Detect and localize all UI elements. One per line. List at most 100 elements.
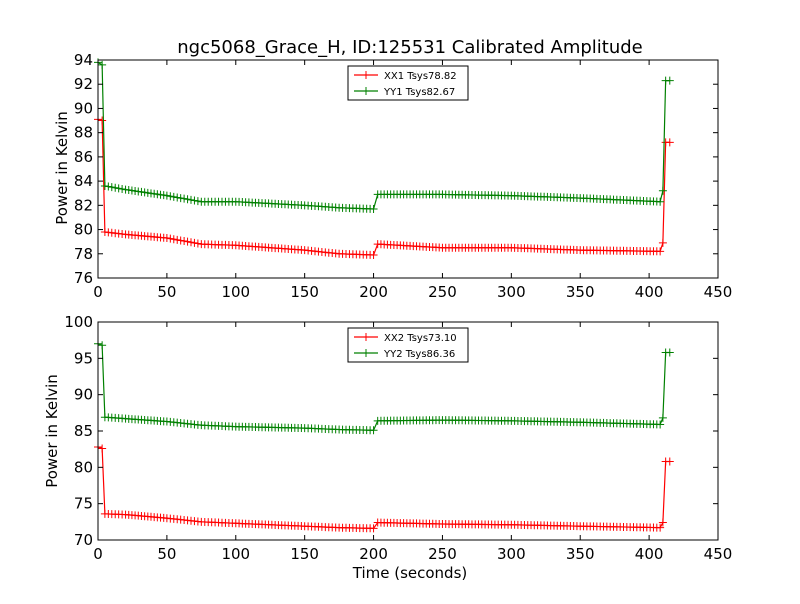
top-y-axis-label: Power in Kelvin [53, 111, 71, 225]
x-tick-label: 250 [428, 283, 457, 301]
series-line [97, 118, 670, 256]
series-point [176, 194, 185, 203]
series-point [166, 192, 175, 201]
series-point [114, 184, 123, 193]
series-point [656, 523, 665, 532]
x-tick-label: 350 [566, 283, 595, 301]
bottom-plot-area: 0 50 100 150 200 250 300 350 400 450 70 75 80 85 90 95 1… [64, 313, 732, 563]
y-tick-label: 88 [74, 124, 93, 142]
top-plot-area: 0 50 100 150 200 250 300 350 400 450 76 78 80 82 84 86 8… [74, 51, 732, 301]
series-point [187, 238, 195, 247]
series-point [369, 524, 378, 533]
x-tick-label: 300 [497, 545, 526, 563]
series-point [656, 420, 665, 429]
series-point [665, 457, 674, 466]
series-point [369, 204, 378, 213]
legend-label: XX2 Tsys73.10 [384, 333, 457, 344]
series-point [193, 197, 202, 206]
series-point [173, 193, 182, 202]
series-point [180, 194, 189, 203]
legend-label: YY1 Tsys82.67 [383, 87, 455, 98]
series-2 [94, 339, 674, 435]
y-tick-label: 100 [64, 313, 93, 331]
legend-box [347, 65, 469, 101]
y-tick-label: 82 [74, 196, 93, 214]
x-tick-label: 100 [221, 545, 250, 563]
series-point [98, 60, 107, 69]
x-tick-label: 300 [497, 283, 526, 301]
y-tick-label: 80 [74, 458, 93, 476]
y-tick-label: 92 [74, 75, 93, 93]
y-tick-label: 84 [74, 172, 93, 190]
x-tick-label: 350 [566, 545, 595, 563]
series-point [665, 348, 674, 357]
y-tick-label: 78 [74, 245, 93, 263]
x-tick-label: 150 [290, 283, 319, 301]
series-1 [94, 442, 674, 533]
series-point [656, 247, 665, 256]
legend-label: XX1 Tsys78.82 [384, 71, 457, 82]
series-point [111, 183, 120, 192]
series-point [162, 191, 171, 200]
x-tick-label: 50 [157, 545, 176, 563]
x-tick-label: 450 [704, 283, 733, 301]
chart-title: ngc5068_Grace_H, ID:125531 Calibrated Am… [177, 37, 643, 58]
series-point [193, 239, 202, 248]
series-point [166, 234, 175, 243]
y-tick-label: 95 [74, 349, 93, 367]
legend-box [347, 327, 469, 363]
y-tick-label: 94 [74, 51, 93, 69]
series-point [104, 182, 113, 191]
x-tick-label: 50 [157, 283, 176, 301]
y-tick-label: 85 [74, 422, 93, 440]
y-tick-label: 90 [74, 99, 93, 117]
series-point [183, 237, 192, 246]
legend: XX1 Tsys78.82 YY1 Tsys82.67 [347, 65, 469, 101]
x-tick-label: 450 [704, 545, 733, 563]
x-tick-label: 200 [359, 545, 388, 563]
series-point [169, 235, 178, 244]
legend-marker [362, 87, 370, 95]
series-point [98, 341, 107, 350]
legend: XX2 Tsys73.10 YY2 Tsys86.36 [347, 327, 469, 363]
legend-marker [362, 333, 370, 341]
y-tick-label: 70 [74, 531, 93, 549]
series-point [169, 192, 178, 201]
y-tick-label: 86 [74, 148, 93, 166]
y-tick-label: 90 [74, 386, 93, 404]
series-point [190, 196, 199, 205]
series-point [656, 197, 665, 206]
x-tick-label: 150 [290, 545, 319, 563]
series-point [107, 183, 116, 192]
y-tick-label: 80 [74, 221, 93, 239]
series-point [665, 138, 674, 147]
legend-marker [362, 71, 370, 79]
series-point [665, 76, 674, 85]
bottom-y-axis-label: Power in Kelvin [43, 374, 61, 488]
series-point [658, 518, 667, 527]
legend-marker [362, 349, 370, 357]
series-2 [94, 58, 674, 213]
series-point [173, 235, 182, 244]
plot-frame [97, 59, 719, 279]
x-tick-label: 400 [635, 545, 664, 563]
legend-label: YY2 Tsys86.36 [383, 349, 455, 360]
series-point [658, 238, 667, 247]
bottom-chart: Power in Kelvin Time (seconds) 0 50 100 150… [43, 313, 732, 582]
x-tick-label: 200 [359, 283, 388, 301]
series-point [180, 237, 189, 246]
series-point [187, 195, 195, 204]
series-point [183, 195, 192, 204]
y-tick-label: 75 [74, 495, 93, 513]
x-tick-label: 0 [93, 283, 103, 301]
series-point [658, 413, 667, 422]
series-point [369, 250, 378, 259]
series-point [118, 184, 127, 193]
series-point [176, 236, 185, 245]
x-tick-label: 250 [428, 545, 457, 563]
series-point [100, 181, 109, 190]
bottom-x-axis-label: Time (seconds) [352, 564, 468, 582]
series-point [658, 186, 667, 195]
series-point [369, 426, 378, 435]
